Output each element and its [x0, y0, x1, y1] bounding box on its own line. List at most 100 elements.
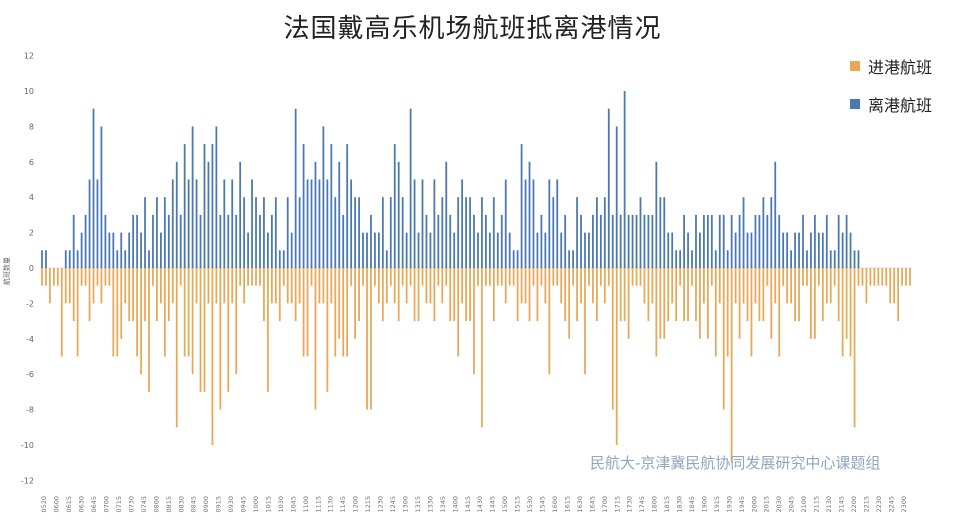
x-tick-label: 1215 — [364, 496, 372, 513]
departure-bar — [584, 232, 586, 268]
x-tick-label: 1000 — [252, 496, 260, 513]
arrival-bar — [45, 268, 47, 286]
departure-bar — [231, 179, 234, 268]
arrival-bar — [425, 268, 428, 304]
departure-bar — [112, 232, 115, 268]
departure-bar — [738, 214, 741, 268]
legend-item-departures: 离港航班 — [850, 92, 960, 116]
arrival-bar — [445, 268, 448, 286]
arrival-bar — [461, 268, 464, 304]
departure-bar — [833, 250, 836, 268]
arrival-bar — [247, 268, 249, 286]
arrival-bar — [310, 268, 313, 286]
departure-bar — [421, 179, 424, 268]
x-tick-label: 1830 — [676, 496, 684, 513]
arrival-bar — [596, 268, 598, 322]
departure-bar — [726, 250, 729, 268]
arrival-bar — [235, 268, 238, 375]
arrival-bar — [152, 268, 154, 286]
arrival-bar — [865, 268, 868, 304]
arrival-bar — [627, 268, 630, 339]
x-tick-label: 2130 — [825, 496, 833, 513]
x-tick-label: 1600 — [551, 496, 559, 513]
departure-bar — [536, 232, 539, 268]
y-tick-label: 8 — [29, 122, 34, 131]
arrival-bar — [116, 268, 119, 357]
departure-bar — [691, 250, 693, 268]
arrival-bar — [849, 268, 852, 357]
departure-bar — [663, 197, 666, 268]
departure-bar — [227, 214, 230, 268]
x-tick-label: 2100 — [800, 496, 808, 513]
arrival-bar — [302, 268, 305, 357]
departure-bar — [437, 214, 440, 268]
departure-bar — [179, 214, 182, 268]
arrival-bar — [187, 268, 190, 357]
arrival-bar — [794, 268, 796, 322]
departure-bar — [580, 214, 582, 268]
x-tick-label: 1300 — [401, 496, 409, 513]
arrival-bar — [362, 268, 364, 286]
arrival-bar — [56, 268, 59, 286]
arrival-bar — [691, 268, 693, 286]
departure-bar — [378, 232, 380, 268]
departure-bar — [742, 197, 745, 268]
arrival-bar — [179, 268, 182, 286]
arrival-bar — [389, 268, 392, 286]
arrival-bar — [413, 268, 416, 322]
arrival-bar — [552, 268, 555, 286]
y-tick-label: 0 — [29, 264, 34, 273]
departure-bar — [857, 250, 860, 268]
arrival-bar — [877, 268, 880, 286]
x-tick-label: 1745 — [638, 496, 646, 513]
departure-bar — [492, 197, 495, 268]
departure-bar — [845, 214, 848, 268]
chart-title: 法国戴高乐机场航班抵离港情况 — [283, 14, 662, 44]
arrival-bar — [144, 268, 146, 322]
x-tick-label: 1815 — [663, 496, 671, 513]
arrival-bar — [532, 268, 535, 286]
x-tick-label: 1945 — [738, 496, 746, 513]
arrival-bar — [798, 268, 800, 322]
departure-bar — [603, 197, 606, 268]
arrival-bar — [251, 268, 253, 286]
arrival-bar — [786, 268, 789, 304]
arrival-bar — [580, 268, 582, 304]
arrival-bar — [814, 268, 816, 339]
arrival-bar — [334, 268, 337, 357]
x-tick-label: 1515 — [514, 496, 522, 513]
legend-swatch-arrivals — [850, 61, 860, 71]
arrival-bar — [734, 268, 737, 304]
arrival-bar — [465, 268, 467, 322]
departure-bar — [500, 214, 503, 268]
arrival-bar — [267, 268, 269, 392]
departure-bar — [576, 197, 578, 268]
arrival-bar — [485, 268, 487, 286]
departure-bar — [627, 214, 630, 268]
departure-bar — [64, 250, 67, 268]
departure-bar — [718, 214, 721, 268]
arrival-bar — [104, 268, 107, 286]
arrival-bar — [243, 268, 246, 304]
arrival-bar — [72, 268, 75, 322]
arrival-bar — [742, 268, 745, 304]
departure-bar — [96, 179, 99, 268]
arrival-bar — [358, 268, 360, 322]
departure-bar — [381, 197, 384, 268]
arrival-bar — [746, 268, 749, 322]
arrival-bar — [603, 268, 606, 304]
departure-bar — [516, 250, 519, 268]
arrival-bar — [136, 268, 138, 357]
departure-bar — [171, 179, 174, 268]
departure-bar — [310, 179, 313, 268]
y-tick-label: -10 — [21, 441, 34, 450]
departure-bar — [568, 250, 571, 268]
arrival-bar — [469, 268, 471, 322]
x-tick-label: 1245 — [389, 496, 397, 513]
arrival-bar — [282, 268, 285, 286]
x-tick-label: 0900 — [202, 496, 210, 513]
x-tick-label: 1545 — [539, 496, 547, 513]
departure-bar — [786, 232, 789, 268]
arrival-bar — [350, 268, 353, 286]
departure-bar — [286, 197, 289, 268]
